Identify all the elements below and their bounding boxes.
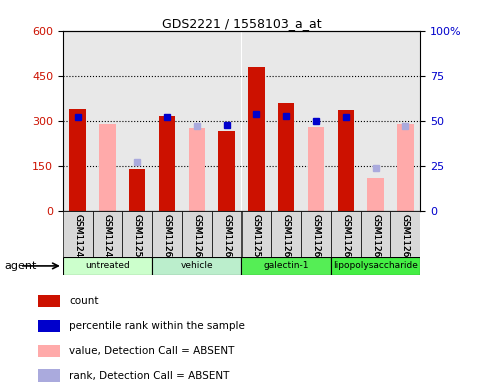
Bar (331, 211, 361, 257)
Bar (38, 369, 60, 382)
Text: GSM112667: GSM112667 (401, 214, 410, 268)
Bar (218, 131, 235, 211)
Text: rank, Detection Call = ABSENT: rank, Detection Call = ABSENT (69, 371, 229, 381)
Text: GSM112666: GSM112666 (371, 214, 380, 268)
Bar (63, 257, 152, 275)
Text: GSM112491: GSM112491 (103, 214, 112, 268)
Bar (397, 124, 413, 211)
Text: GSM112540: GSM112540 (133, 214, 142, 268)
Bar (122, 211, 152, 257)
Bar (361, 31, 390, 211)
Bar (368, 178, 384, 211)
Bar (242, 257, 331, 275)
Bar (99, 124, 115, 211)
Text: GSM112669: GSM112669 (192, 214, 201, 268)
Bar (63, 31, 93, 211)
Text: GSM112661: GSM112661 (282, 214, 291, 268)
Bar (212, 31, 242, 211)
Text: GSM112670: GSM112670 (222, 214, 231, 268)
Bar (152, 211, 182, 257)
Bar (271, 211, 301, 257)
Bar (63, 211, 93, 257)
Bar (152, 31, 182, 211)
Text: GSM112661: GSM112661 (282, 214, 291, 268)
Bar (308, 127, 324, 211)
Text: value, Detection Call = ABSENT: value, Detection Call = ABSENT (69, 346, 234, 356)
Bar (242, 211, 271, 257)
Text: GSM112665: GSM112665 (341, 214, 350, 268)
Text: GSM112669: GSM112669 (192, 214, 201, 268)
Bar (331, 257, 420, 275)
Bar (152, 257, 242, 275)
Text: lipopolysaccharide: lipopolysaccharide (333, 262, 418, 270)
Text: GSM112667: GSM112667 (401, 214, 410, 268)
Bar (93, 211, 122, 257)
Bar (93, 31, 122, 211)
Text: count: count (69, 296, 99, 306)
Bar (390, 211, 420, 257)
Bar (182, 211, 212, 257)
Text: GSM112666: GSM112666 (371, 214, 380, 268)
Bar (212, 211, 242, 257)
Bar (38, 295, 60, 307)
Text: vehicle: vehicle (181, 262, 213, 270)
Text: GSM112540: GSM112540 (133, 214, 142, 268)
Text: GSM112665: GSM112665 (341, 214, 350, 268)
Bar (38, 344, 60, 357)
Bar (301, 31, 331, 211)
Bar (38, 320, 60, 332)
Bar (129, 169, 145, 211)
Text: GSM112668: GSM112668 (163, 214, 171, 268)
Text: GSM112490: GSM112490 (73, 214, 82, 268)
Text: GSM112664: GSM112664 (312, 214, 320, 268)
Text: GSM112541: GSM112541 (252, 214, 261, 268)
Bar (248, 68, 265, 211)
Bar (70, 109, 86, 211)
Text: GSM112490: GSM112490 (73, 214, 82, 268)
Bar (182, 31, 212, 211)
Text: GSM112491: GSM112491 (103, 214, 112, 268)
Bar (189, 127, 205, 211)
Bar (242, 31, 271, 211)
Text: GSM112664: GSM112664 (312, 214, 320, 268)
Bar (390, 31, 420, 211)
Text: untreated: untreated (85, 262, 130, 270)
Bar (271, 31, 301, 211)
Bar (301, 211, 331, 257)
Title: GDS2221 / 1558103_a_at: GDS2221 / 1558103_a_at (162, 17, 321, 30)
Bar (122, 31, 152, 211)
Bar (159, 116, 175, 211)
Text: agent: agent (5, 261, 37, 271)
Text: percentile rank within the sample: percentile rank within the sample (69, 321, 245, 331)
Bar (338, 111, 354, 211)
Text: GSM112541: GSM112541 (252, 214, 261, 268)
Text: GSM112668: GSM112668 (163, 214, 171, 268)
Text: galectin-1: galectin-1 (263, 262, 309, 270)
Bar (278, 103, 294, 211)
Bar (331, 31, 361, 211)
Text: GSM112670: GSM112670 (222, 214, 231, 268)
Bar (361, 211, 390, 257)
